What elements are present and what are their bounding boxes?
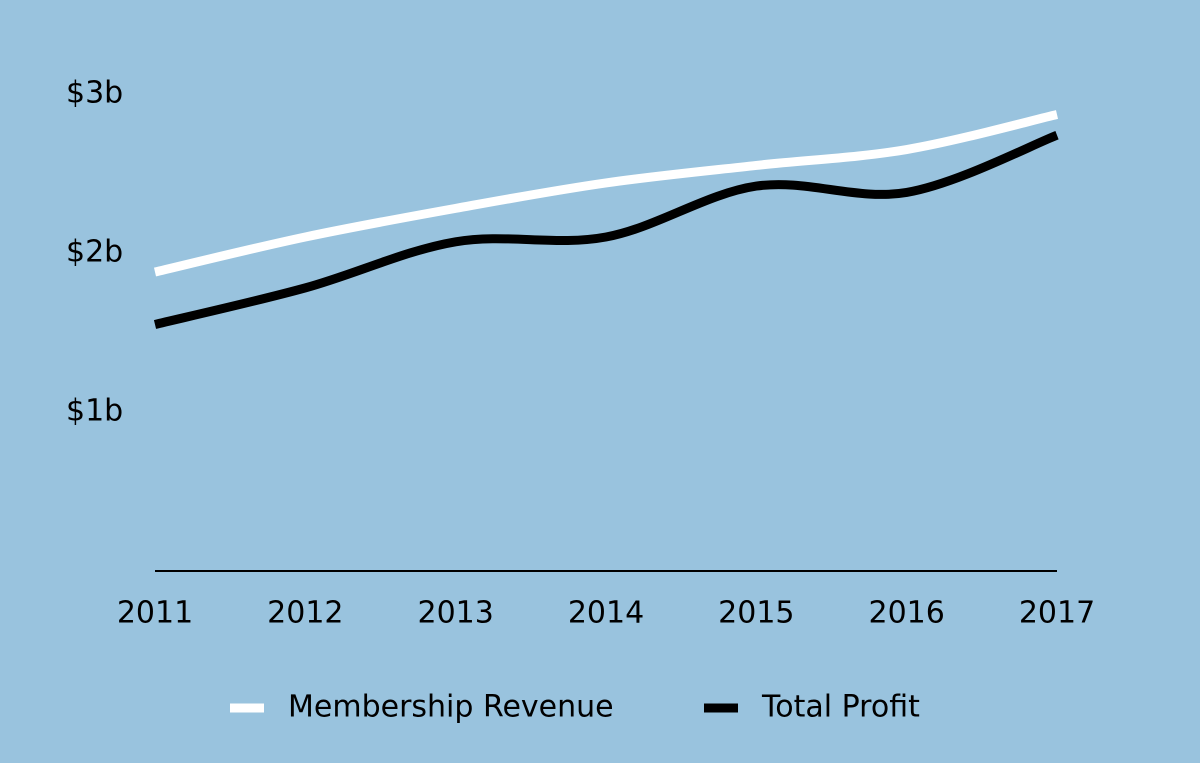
x-tick-label: 2013 [417,596,493,631]
series-line-total-profit [153,131,1059,329]
series-lines [153,110,1059,329]
y-axis-labels: $1b $2b $3b [66,75,123,428]
series-line-membership-revenue [153,110,1059,277]
legend-label-total-profit: Total Profit [761,690,920,725]
x-tick-label: 2014 [568,596,644,631]
x-tick-label: 2017 [1019,596,1095,631]
x-tick-label: 2015 [718,596,794,631]
x-tick-label: 2016 [868,596,944,631]
y-tick-label: $3b [66,75,123,110]
y-tick-label: $1b [66,393,123,428]
x-tick-label: 2011 [117,596,193,631]
x-tick-label: 2012 [267,596,343,631]
x-axis-labels: 2011 2012 2013 2014 2015 2016 2017 [117,596,1095,631]
y-tick-label: $2b [66,234,123,269]
legend-label-membership-revenue: Membership Revenue [288,690,614,725]
legend: Membership Revenue Total Profit [230,690,920,725]
